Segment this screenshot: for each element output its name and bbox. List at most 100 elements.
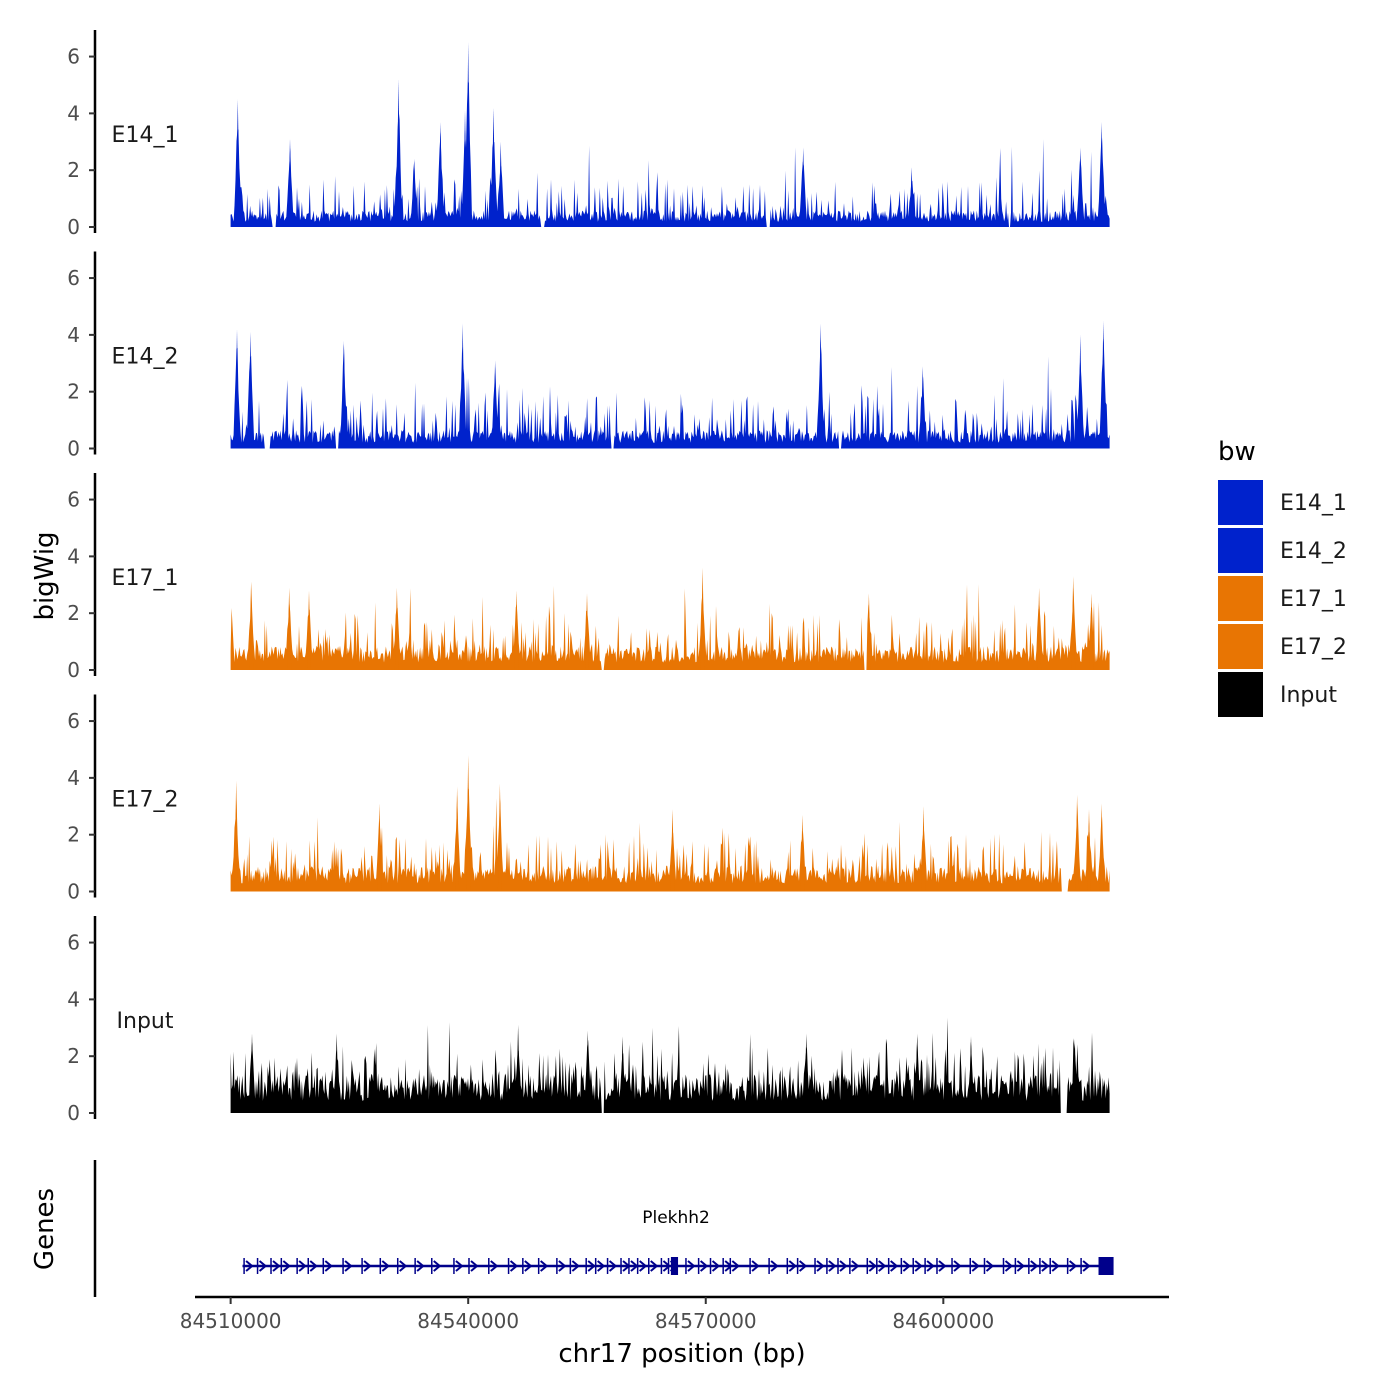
strand-arrow <box>608 1260 618 1272</box>
x-tick-label: 84540000 <box>417 1309 519 1333</box>
y-tick-label: 2 <box>67 1044 80 1068</box>
signal-peak <box>1089 593 1094 670</box>
y-tick-label: 6 <box>67 488 80 512</box>
signal-peak <box>800 814 805 892</box>
signal-peak <box>377 803 382 892</box>
strand-arrow <box>1041 1260 1050 1272</box>
signal-peak <box>1099 121 1104 227</box>
signal-peak <box>909 167 914 227</box>
x-tick-label: 84570000 <box>655 1309 757 1333</box>
strand-arrow <box>985 1260 995 1272</box>
strand-arrow <box>1004 1260 1014 1272</box>
strand-arrow <box>816 1260 825 1272</box>
signal-peak <box>818 323 823 449</box>
signal-area <box>230 786 1110 892</box>
strand-arrow <box>298 1260 307 1272</box>
legend-title: bw <box>1218 437 1256 467</box>
signal-peak <box>670 809 675 892</box>
strand-arrow <box>1016 1260 1025 1272</box>
legend-swatch <box>1218 672 1263 717</box>
strand-arrow <box>839 1260 848 1272</box>
signal-peak <box>463 110 467 227</box>
signal-peak <box>804 1033 809 1113</box>
y-tick-label: 6 <box>67 709 80 733</box>
strand-arrow <box>416 1260 425 1272</box>
strand-arrow <box>1030 1260 1039 1272</box>
strand-arrow <box>381 1260 390 1272</box>
signal-area <box>230 338 1110 449</box>
track-e14-1: 0 2 4 6 E14_1 <box>67 30 1110 239</box>
y-tick-label: 0 <box>67 215 80 239</box>
signal-peak <box>396 79 401 227</box>
signal-area <box>230 1017 1110 1113</box>
strand-arrow <box>540 1260 549 1272</box>
signal-peak <box>620 1036 625 1113</box>
legend: bw E14_1 E14_2 E17_1 E17_2 Input <box>1218 437 1347 717</box>
signal-peak <box>497 783 502 892</box>
signal-peak <box>1078 147 1083 227</box>
strand-arrow <box>798 1260 808 1272</box>
y-tick-label: 6 <box>67 45 80 69</box>
track-e17-2: 0 2 4 6 E17_2 <box>67 694 1110 904</box>
y-tick-label: 2 <box>67 823 80 847</box>
signal-peak <box>288 138 292 227</box>
signal-peak <box>250 1033 254 1113</box>
signal-peak <box>1075 794 1080 892</box>
signal-peak <box>1037 587 1042 670</box>
y-tick-label: 6 <box>67 266 80 290</box>
signal-peak <box>235 99 240 227</box>
y-tick-label: 4 <box>67 544 80 568</box>
signal-peak <box>516 1024 521 1113</box>
strand-arrow <box>662 1260 671 1272</box>
strand-arrow <box>571 1260 580 1272</box>
legend-swatch <box>1218 624 1263 669</box>
y-tick-label: 2 <box>67 601 80 625</box>
strand-arrow <box>724 1260 733 1272</box>
strand-arrow <box>433 1260 442 1272</box>
signal-peak <box>921 806 926 892</box>
track-label: E14_1 <box>112 123 179 148</box>
signal-area <box>230 79 1110 227</box>
strand-arrow <box>258 1260 268 1272</box>
strand-arrow <box>282 1260 291 1272</box>
signal-peak <box>234 780 239 892</box>
strand-arrow <box>344 1260 353 1272</box>
y-tick-label: 0 <box>67 880 80 904</box>
signal-peak <box>334 1033 339 1113</box>
signal-peak <box>248 332 253 449</box>
strand-arrow <box>851 1260 860 1272</box>
gene-name-label: Plekhh2 <box>642 1208 710 1228</box>
signal-peak <box>491 107 496 227</box>
y-tick-label: 0 <box>67 437 80 461</box>
strand-arrow <box>363 1260 372 1272</box>
signal-area <box>230 581 1110 670</box>
strand-arrow <box>639 1260 648 1272</box>
signal-peak <box>493 360 498 449</box>
signal-peak <box>287 587 292 670</box>
strand-arrow <box>524 1260 533 1272</box>
y-tick-label: 2 <box>67 158 80 182</box>
signal-peak <box>1071 576 1076 670</box>
strand-arrow <box>455 1260 464 1272</box>
legend-swatch <box>1218 576 1263 621</box>
strand-arrow <box>309 1260 318 1272</box>
coding-exon <box>1098 1257 1114 1275</box>
x-axis-title: chr17 position (bp) <box>558 1339 805 1369</box>
signal-peak <box>801 147 806 227</box>
legend-swatch <box>1218 528 1263 573</box>
signal-peak <box>235 329 239 449</box>
strand-arrow <box>953 1260 962 1272</box>
signal-peak <box>969 1036 973 1113</box>
y-tick-label: 4 <box>67 766 80 790</box>
strand-arrow <box>1051 1260 1060 1272</box>
signal-peak <box>1087 809 1091 892</box>
signal-peak <box>412 158 417 227</box>
signal-peak <box>585 1030 590 1113</box>
strand-arrow <box>399 1260 408 1272</box>
track-e17-1: 0 2 4 6 E17_1 <box>67 473 1110 682</box>
signal-peak <box>1101 320 1106 449</box>
y-tick-label: 0 <box>67 1101 80 1125</box>
strand-arrow <box>687 1260 696 1272</box>
signal-peak <box>249 587 254 670</box>
